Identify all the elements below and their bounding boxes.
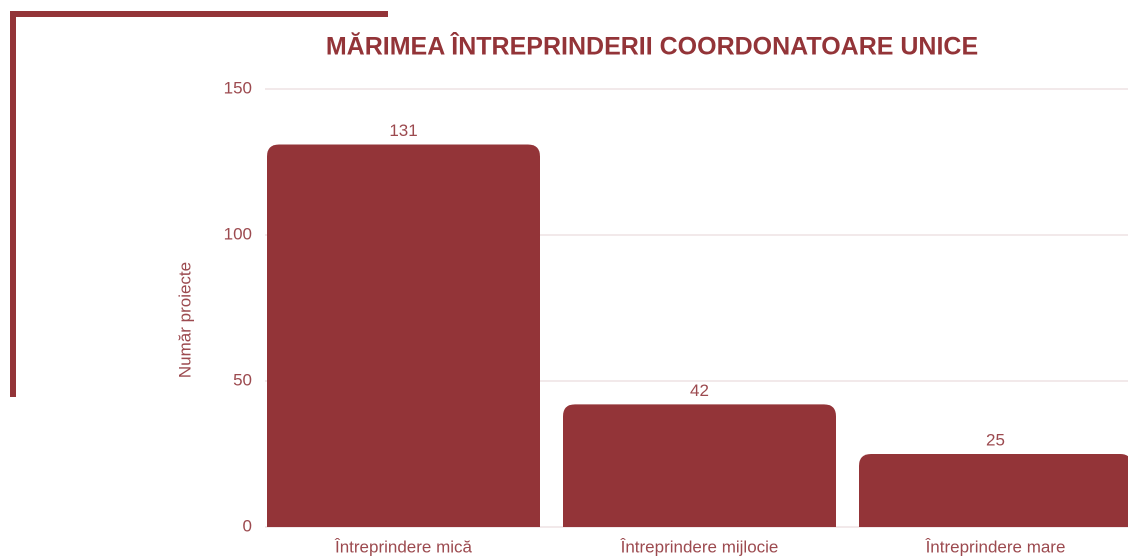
chart-title: MĂRIMEA ÎNTREPRINDERII COORDONATOARE UNI… bbox=[326, 31, 978, 61]
x-tick-label: Întreprindere mare bbox=[925, 537, 1066, 556]
bar bbox=[859, 454, 1128, 527]
x-tick-label: Întreprindere mijlocie bbox=[620, 537, 779, 556]
data-label: 42 bbox=[690, 381, 709, 400]
bar bbox=[267, 144, 540, 528]
x-tick-label: Întreprindere mică bbox=[334, 537, 473, 556]
y-tick-label: 150 bbox=[224, 78, 252, 97]
data-label: 131 bbox=[389, 121, 417, 140]
decor-bar bbox=[10, 11, 388, 17]
data-label: 25 bbox=[986, 430, 1005, 449]
y-tick-label: 50 bbox=[233, 370, 252, 389]
y-axis-label: Număr proiecte bbox=[175, 262, 194, 378]
y-tick-label: 0 bbox=[243, 516, 252, 535]
y-tick-label: 100 bbox=[224, 224, 252, 243]
bar bbox=[563, 404, 836, 527]
decor-bar bbox=[10, 11, 16, 397]
